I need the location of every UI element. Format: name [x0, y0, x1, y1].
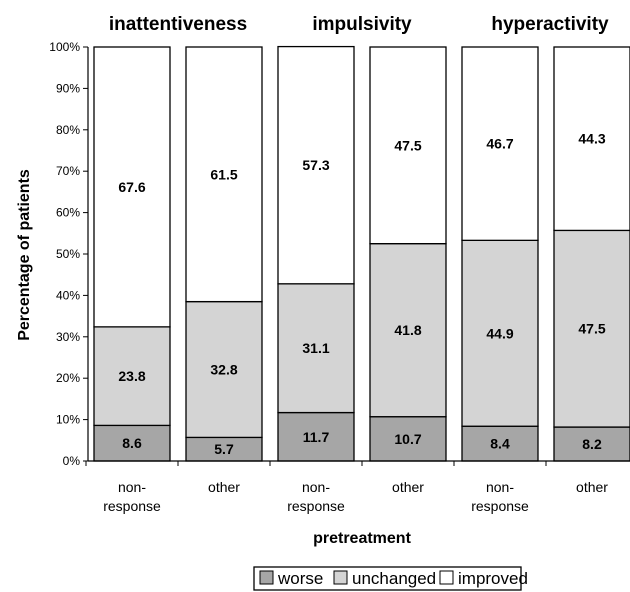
y-tick-label-8: 80%: [56, 123, 80, 137]
bar-segment-worse-0: [93, 424, 171, 462]
bar-segment-unchanged-4: [461, 239, 539, 427]
y-tick-label-3: 30%: [56, 330, 80, 344]
x-tick-label-0-1: response: [103, 498, 161, 514]
bar-segment-unchanged-0: [93, 326, 171, 427]
bar-segment-worse-5: [553, 426, 630, 462]
axes: non-response other non-response other non-re…: [49, 40, 630, 514]
y-tick-label-5: 50%: [56, 247, 80, 261]
data-label-improved-5: 44.3: [578, 131, 605, 147]
group-titles: inattentiveness impulsivity hyperactivit…: [109, 14, 609, 35]
bar-segment-worse-4: [461, 425, 539, 462]
data-label-improved-2: 57.3: [302, 157, 329, 173]
x-tick-label-4-1: response: [471, 498, 529, 514]
x-tick-label-3-0: other: [392, 479, 424, 495]
bar-segment-unchanged-1: [185, 300, 263, 439]
x-tick-label-2-0: non-: [302, 479, 330, 495]
data-label-unchanged-0: 23.8: [118, 368, 145, 384]
legend-label-unchanged: unchanged: [352, 569, 436, 588]
data-label-improved-1: 61.5: [210, 166, 237, 182]
legend-swatch-unchanged: [333, 570, 348, 585]
data-label-unchanged-2: 31.1: [302, 340, 329, 356]
bar-segment-improved-3: [369, 46, 447, 245]
data-label-improved-3: 47.5: [394, 137, 421, 153]
data-label-worse-3: 10.7: [394, 431, 421, 447]
data-label-unchanged-1: 32.8: [210, 362, 237, 378]
y-tick-label-1: 10%: [56, 413, 80, 427]
legend-swatch-worse: [259, 570, 274, 585]
bar-segment-unchanged-5: [553, 229, 630, 428]
legend-label-worse: worse: [277, 569, 323, 588]
legend-label-improved: improved: [458, 569, 528, 588]
data-label-improved-0: 67.6: [118, 179, 145, 195]
y-tick-label-10: 100%: [49, 40, 80, 54]
bar-segment-improved-0: [93, 46, 171, 328]
data-label-worse-1: 5.7: [214, 441, 234, 457]
x-tick-label-4-0: non-: [486, 479, 514, 495]
data-label-worse-5: 8.2: [582, 436, 602, 452]
x-tick-label-1-0: other: [208, 479, 240, 495]
data-label-worse-0: 8.6: [122, 435, 142, 451]
y-tick-label-4: 40%: [56, 288, 80, 302]
legend-border: [253, 566, 522, 591]
bar-segment-improved-1: [185, 46, 263, 303]
x-axis-label: pretreatment: [313, 530, 411, 547]
bar-segment-improved-4: [461, 46, 539, 241]
data-label-unchanged-4: 44.9: [486, 325, 513, 341]
x-tick-label-0-0: non-: [118, 479, 146, 495]
bar-segment-improved-2: [277, 45, 355, 285]
y-tick-label-9: 90%: [56, 81, 80, 95]
bar-segment-improved-5: [553, 46, 630, 232]
x-tick-label-5-0: other: [576, 479, 608, 495]
group-title-hyperactivity: hyperactivity: [491, 14, 609, 35]
data-label-worse-2: 11.7: [303, 429, 330, 445]
data-label-unchanged-3: 41.8: [394, 322, 421, 338]
y-axis-label: Percentage of patients: [16, 169, 33, 341]
y-tick-label-0: 0%: [63, 454, 81, 468]
data-label-unchanged-5: 47.5: [578, 321, 605, 337]
group-title-impulsivity: impulsivity: [312, 14, 412, 35]
bar-segment-worse-3: [369, 416, 447, 462]
y-tick-label-7: 70%: [56, 164, 80, 178]
bar-segment-unchanged-2: [277, 283, 355, 414]
x-tick-label-2-1: response: [287, 498, 345, 514]
y-tick-label-2: 20%: [56, 371, 80, 385]
legend: worse unchanged improved: [253, 566, 528, 591]
data-label-worse-4: 8.4: [490, 436, 510, 452]
data-label-improved-4: 46.7: [486, 136, 513, 152]
legend-swatch-improved: [439, 570, 454, 585]
bars: 8.6 23.8 67.6 5.7 32.8 61.5 11.7 31.1 57.3 10.7 41…: [93, 45, 630, 462]
y-tick-label-6: 60%: [56, 206, 80, 220]
group-title-inattentiveness: inattentiveness: [109, 14, 247, 35]
